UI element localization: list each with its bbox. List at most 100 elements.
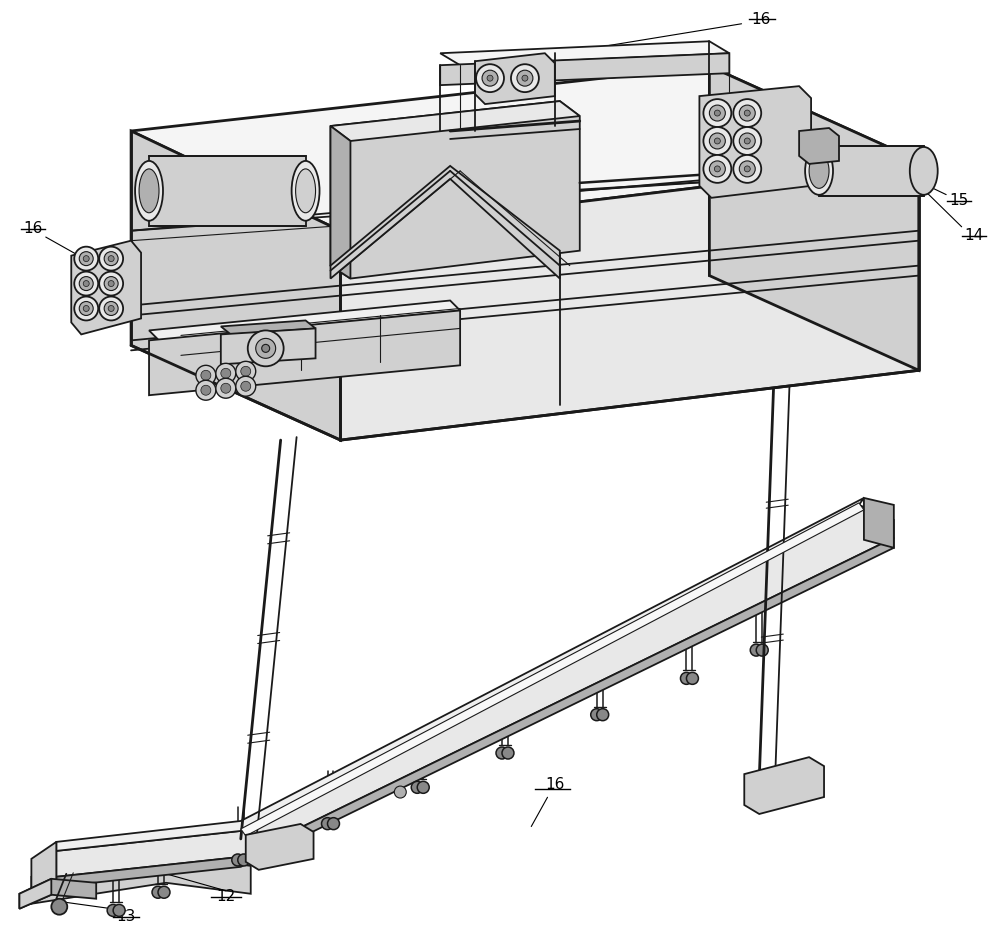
Circle shape — [216, 363, 236, 383]
Circle shape — [158, 886, 170, 899]
Polygon shape — [56, 538, 894, 886]
Circle shape — [597, 709, 609, 720]
Circle shape — [511, 64, 539, 92]
Polygon shape — [19, 879, 51, 909]
Polygon shape — [149, 310, 460, 395]
Circle shape — [256, 339, 276, 358]
Polygon shape — [744, 757, 824, 814]
Circle shape — [709, 105, 725, 121]
Text: 16: 16 — [24, 222, 43, 236]
Circle shape — [750, 644, 762, 656]
Circle shape — [487, 75, 493, 81]
Polygon shape — [440, 41, 729, 65]
Circle shape — [79, 302, 93, 316]
Polygon shape — [864, 498, 894, 548]
Polygon shape — [331, 101, 580, 278]
Circle shape — [328, 818, 339, 830]
Ellipse shape — [809, 154, 829, 189]
Ellipse shape — [296, 169, 316, 213]
Polygon shape — [475, 53, 555, 104]
Circle shape — [99, 272, 123, 295]
Circle shape — [496, 747, 508, 759]
Circle shape — [744, 110, 750, 116]
Polygon shape — [221, 328, 316, 364]
Text: 14: 14 — [964, 228, 983, 243]
Circle shape — [739, 105, 755, 121]
Circle shape — [104, 302, 118, 316]
Ellipse shape — [135, 161, 163, 221]
Circle shape — [476, 64, 504, 92]
Circle shape — [74, 296, 98, 321]
Polygon shape — [149, 301, 460, 340]
Text: 13: 13 — [116, 909, 136, 924]
Ellipse shape — [139, 169, 159, 213]
Circle shape — [221, 383, 231, 393]
Circle shape — [79, 252, 93, 266]
Circle shape — [680, 672, 692, 685]
Circle shape — [196, 365, 216, 386]
Polygon shape — [19, 879, 96, 909]
Circle shape — [83, 256, 89, 261]
Circle shape — [108, 306, 114, 311]
Polygon shape — [56, 498, 864, 851]
Circle shape — [99, 296, 123, 321]
Circle shape — [83, 281, 89, 287]
Circle shape — [394, 786, 406, 798]
Circle shape — [482, 70, 498, 86]
Circle shape — [733, 155, 761, 183]
Circle shape — [99, 247, 123, 271]
Circle shape — [248, 330, 284, 366]
Circle shape — [262, 344, 270, 353]
Circle shape — [104, 276, 118, 290]
Polygon shape — [331, 101, 580, 141]
Circle shape — [709, 133, 725, 149]
Circle shape — [152, 886, 164, 899]
Circle shape — [241, 366, 251, 376]
Polygon shape — [709, 66, 919, 371]
Ellipse shape — [292, 161, 320, 221]
Circle shape — [591, 709, 603, 720]
Circle shape — [709, 161, 725, 177]
Circle shape — [107, 904, 119, 917]
Circle shape — [714, 138, 720, 144]
Circle shape — [221, 369, 231, 378]
Circle shape — [744, 138, 750, 144]
Polygon shape — [31, 856, 251, 903]
Polygon shape — [246, 824, 314, 869]
Circle shape — [733, 127, 761, 155]
Polygon shape — [221, 321, 316, 335]
Circle shape — [238, 854, 250, 866]
Polygon shape — [699, 86, 811, 198]
Text: 16: 16 — [752, 12, 771, 26]
Circle shape — [733, 99, 761, 127]
Text: 12: 12 — [216, 889, 235, 904]
Polygon shape — [440, 53, 729, 85]
Circle shape — [714, 110, 720, 116]
Polygon shape — [149, 156, 306, 225]
Circle shape — [201, 386, 211, 395]
Circle shape — [703, 155, 731, 183]
Circle shape — [502, 747, 514, 759]
Text: 15: 15 — [949, 193, 968, 208]
Circle shape — [236, 361, 256, 381]
Circle shape — [411, 782, 423, 793]
Polygon shape — [331, 126, 350, 278]
Polygon shape — [131, 131, 340, 440]
Polygon shape — [31, 842, 56, 903]
Circle shape — [517, 70, 533, 86]
Circle shape — [522, 75, 528, 81]
Circle shape — [686, 672, 698, 685]
Circle shape — [703, 127, 731, 155]
Circle shape — [79, 276, 93, 290]
Text: 16: 16 — [531, 777, 564, 826]
Circle shape — [744, 166, 750, 172]
Ellipse shape — [805, 147, 833, 195]
Polygon shape — [340, 161, 919, 440]
Polygon shape — [819, 146, 924, 196]
Circle shape — [51, 899, 67, 915]
Circle shape — [241, 381, 251, 391]
Circle shape — [756, 644, 768, 656]
Polygon shape — [71, 240, 141, 335]
Ellipse shape — [910, 147, 938, 195]
Polygon shape — [799, 128, 839, 164]
